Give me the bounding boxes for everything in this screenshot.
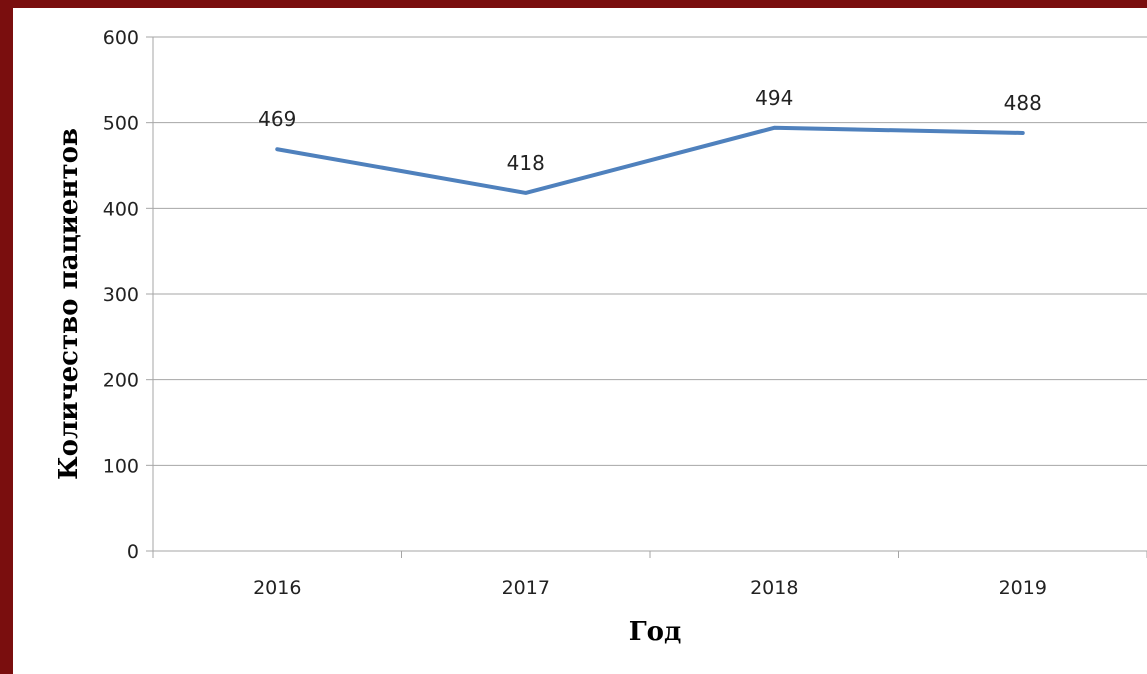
x-tick-label: 2018 <box>750 577 798 599</box>
x-tick-labels: 2016 2017 2018 2019 <box>253 577 1047 599</box>
data-label: 488 <box>1004 91 1042 115</box>
data-label: 469 <box>258 107 296 131</box>
y-axis-title: Количество пациентов <box>54 128 84 480</box>
line-chart: 0 100 200 300 400 500 600 2016 2017 2018 2019 469… <box>54 27 1147 647</box>
data-label: 494 <box>755 86 793 110</box>
y-tick-label: 300 <box>103 284 139 306</box>
y-tick-label: 400 <box>103 198 139 220</box>
y-tick-label: 600 <box>103 27 139 49</box>
series-line <box>275 125 1025 195</box>
series-lines <box>275 125 1025 195</box>
y-tick-labels: 0 100 200 300 400 500 600 <box>103 27 139 563</box>
chart-frame: 0 100 200 300 400 500 600 2016 2017 2018 2019 469… <box>13 8 1147 674</box>
y-tick-label: 0 <box>127 541 139 563</box>
data-labels: 469 418 494 488 <box>258 86 1042 175</box>
x-tick-label: 2017 <box>502 577 550 599</box>
y-tick-label: 100 <box>103 455 139 477</box>
gridlines <box>146 36 1147 558</box>
y-tick-label: 500 <box>103 113 139 135</box>
x-tick-label: 2019 <box>999 577 1047 599</box>
y-tick-label: 200 <box>103 370 139 392</box>
x-axis-title: Год <box>629 617 682 647</box>
x-tick-label: 2016 <box>253 577 301 599</box>
data-label: 418 <box>507 151 545 175</box>
